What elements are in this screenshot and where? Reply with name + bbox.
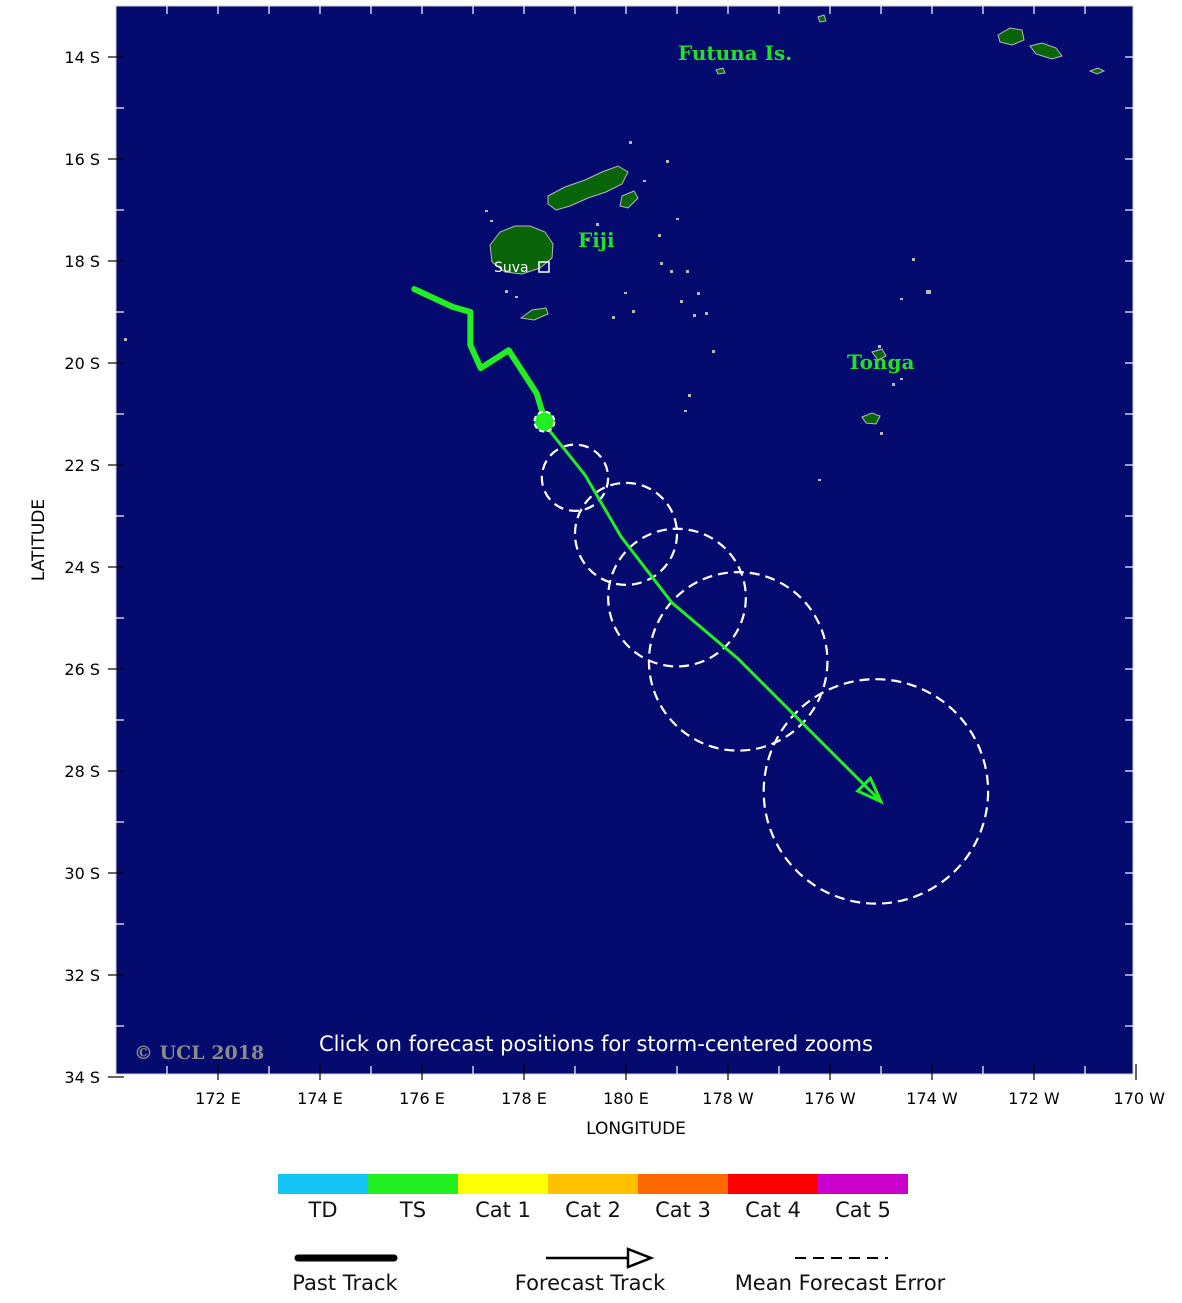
legend-swatch-cat-4 (728, 1174, 818, 1194)
forecast-track-legend-label: Forecast Track (515, 1271, 666, 1295)
island-tutuila (1088, 67, 1106, 75)
copyright-text: © UCL 2018 (134, 1042, 264, 1064)
island-viti-levu (489, 225, 554, 275)
legend-swatch-td (278, 1174, 368, 1194)
island-haapai (871, 348, 887, 361)
forecast-error-circle[interactable] (540, 443, 610, 513)
lat-tick-label: 20 S (64, 354, 100, 373)
lat-tick-label: 30 S (64, 864, 100, 883)
island-vanua-levu (547, 165, 629, 211)
forecast-error-circle[interactable] (762, 678, 990, 905)
forecast-error-circle[interactable] (573, 481, 679, 586)
lon-tick-label: 172 E (195, 1089, 241, 1108)
lat-tick-label: 22 S (64, 456, 100, 475)
zoom-hint-text: Click on forecast positions for storm-ce… (319, 1032, 873, 1056)
lon-tick-label: 174 W (906, 1089, 958, 1108)
error-circles-layer (540, 443, 990, 905)
island-savaii (997, 27, 1025, 46)
legend-swatch-cat-5 (818, 1174, 908, 1194)
forecast-arrow-icon (626, 1247, 655, 1269)
mean-error-legend-label: Mean Forecast Error (735, 1271, 946, 1295)
axis-ticks: 14 S 16 S 18 S 20 S 22 S 24 S 26 S 28 S 30 S 32 S… (64, 6, 1165, 1108)
lon-tick-label: 176 E (399, 1089, 445, 1108)
lon-tick-label: 176 W (804, 1089, 856, 1108)
lat-tick-label: 28 S (64, 762, 100, 781)
small-islets (124, 141, 931, 481)
island-taveuni (619, 190, 639, 209)
lat-tick-label: 16 S (64, 150, 100, 169)
label-suva: Suva (494, 260, 529, 276)
past-track-line (411, 286, 548, 423)
label-tonga: Tonga (847, 350, 914, 374)
lat-tick-label: 14 S (64, 48, 100, 67)
intensity-legend: TD TS Cat 1 Cat 2 Cat 3 Cat 4 Cat 5 (278, 1174, 908, 1222)
legend-swatch-ts (368, 1174, 458, 1194)
legend-label-cat-3: Cat 3 (655, 1198, 711, 1222)
current-storm-position[interactable] (533, 410, 556, 433)
lon-tick-label: 178 E (501, 1089, 547, 1108)
lat-tick-label: 24 S (64, 558, 100, 577)
map-frame (115, 5, 1134, 1075)
legend-label-td: TD (308, 1198, 338, 1222)
past-track-legend-label: Past Track (292, 1271, 398, 1295)
lon-tick-label: 172 W (1008, 1089, 1060, 1108)
track-layer (411, 286, 885, 805)
island-futuna (715, 67, 726, 75)
island-tongatapu (861, 412, 881, 425)
legend-swatch-cat-1 (458, 1174, 548, 1194)
legend-label-cat-4: Cat 4 (745, 1198, 801, 1222)
forecast-error-circle[interactable] (647, 570, 829, 752)
label-fiji: Fiji (578, 228, 615, 252)
suva-city-marker (538, 261, 550, 273)
land-masses (489, 14, 1106, 425)
legend-label-cat-5: Cat 5 (835, 1198, 891, 1222)
lon-tick-label: 178 W (702, 1089, 754, 1108)
legend-label-cat-1: Cat 1 (475, 1198, 531, 1222)
x-axis-title: LONGITUDE (586, 1119, 686, 1139)
forecast-track-line (543, 423, 883, 803)
lon-tick-label: 170 W (1114, 1089, 1166, 1108)
y-axis-title: LATITUDE (29, 499, 49, 581)
island-upolu (1029, 42, 1063, 60)
forecast-error-circle[interactable] (607, 527, 747, 668)
legend-swatch-cat-3 (638, 1174, 728, 1194)
island-wallis (817, 14, 827, 23)
legend-label-cat-2: Cat 2 (565, 1198, 621, 1222)
lat-tick-label: 18 S (64, 252, 100, 271)
lon-tick-label: 174 E (297, 1089, 343, 1108)
lat-tick-label: 32 S (64, 966, 100, 985)
island-kadavu (519, 307, 549, 321)
lon-tick-label: 180 E (603, 1089, 649, 1108)
legend-swatch-cat-2 (548, 1174, 638, 1194)
label-futuna: Futuna Is. (678, 41, 792, 65)
forecast-arrow-head (855, 775, 885, 805)
lat-tick-label: 34 S (64, 1068, 100, 1087)
lat-tick-label: 26 S (64, 660, 100, 679)
legend-label-ts: TS (399, 1198, 426, 1222)
